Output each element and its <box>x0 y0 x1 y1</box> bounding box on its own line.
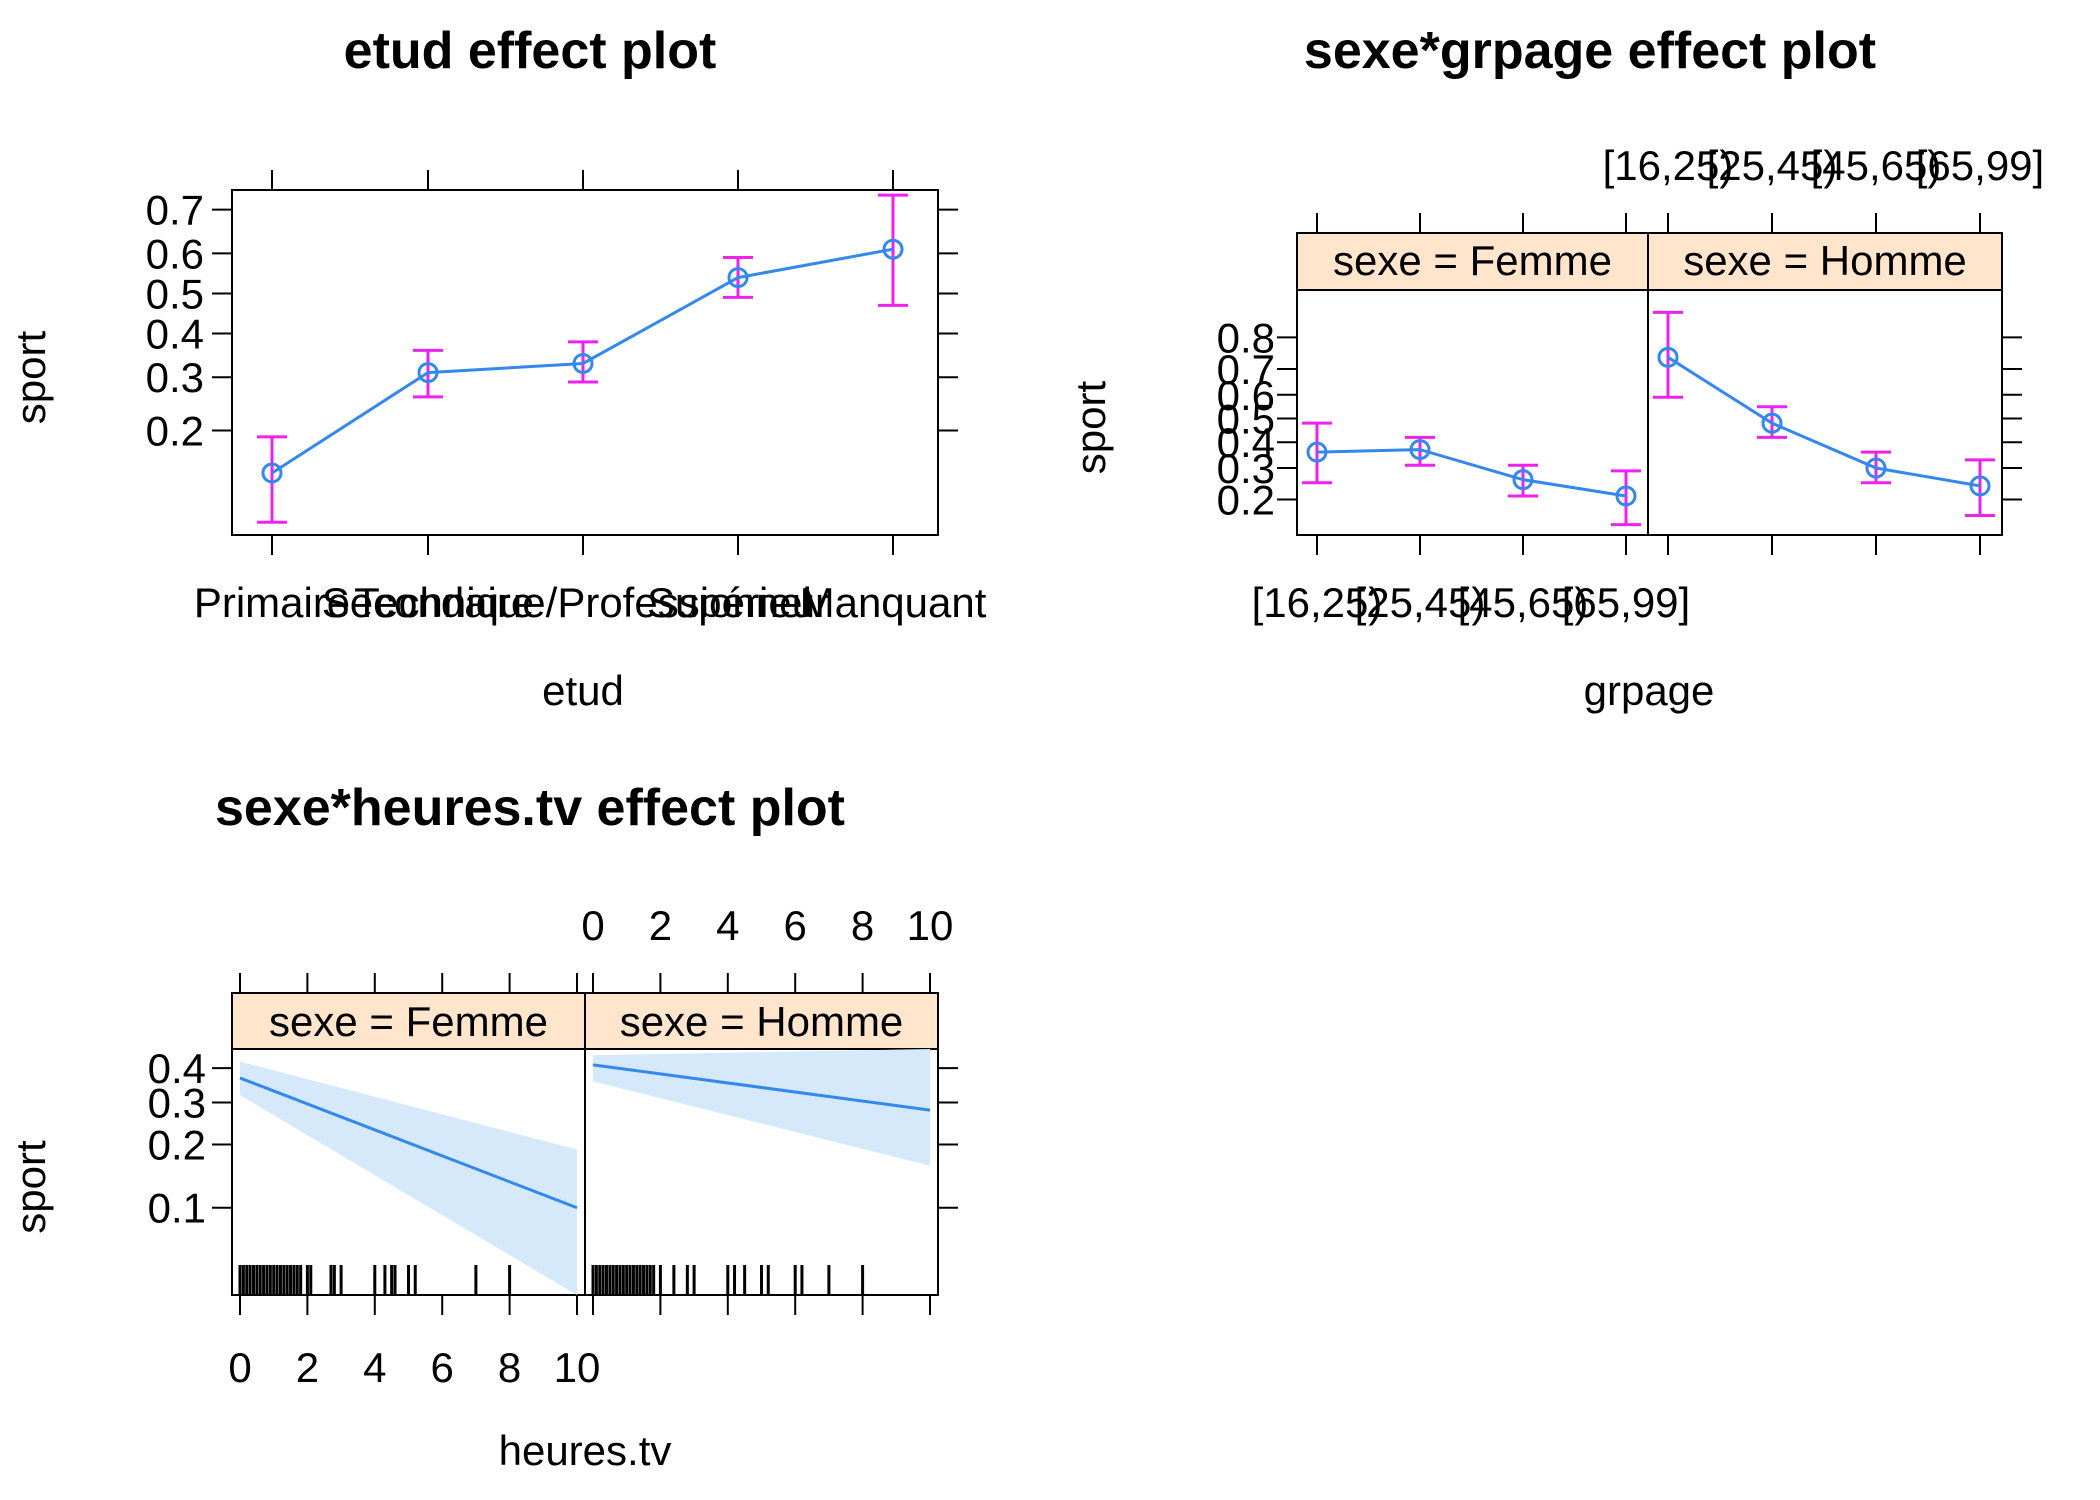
x-tick-label: Technique/Professionnel <box>354 579 812 626</box>
x-tick-label: Secondaire <box>322 579 534 626</box>
fit-line <box>592 1063 931 1112</box>
y-tick-label: 0.6 <box>1217 372 1275 419</box>
x-tick-label-bottom: [45,65) <box>1458 579 1589 626</box>
data-point <box>1409 439 1431 461</box>
y-tick-label: 0.4 <box>148 1045 206 1092</box>
data-point <box>882 238 904 260</box>
strip-label: sexe = Homme <box>620 998 904 1045</box>
x-tick-label-top: 6 <box>784 902 807 949</box>
strip <box>1647 232 2003 291</box>
x-tick-label-bottom: [16,25) <box>1252 579 1383 626</box>
y-tick-label: 0.6 <box>146 230 204 277</box>
x-tick-label: Supérieur <box>647 579 829 626</box>
strip-label: sexe = Femme <box>269 998 548 1045</box>
y-tick-label: 0.4 <box>146 311 204 358</box>
x-tick-label-bottom: [65,99] <box>1562 579 1690 626</box>
data-point <box>1615 485 1637 507</box>
x-tick-label-top: 0 <box>581 902 604 949</box>
x-tick-label-bottom: [25,45) <box>1355 579 1486 626</box>
y-tick-label: 0.7 <box>1217 346 1275 393</box>
fit-line <box>239 1076 578 1210</box>
chart-title: etud effect plot <box>344 22 717 80</box>
y-tick-label: 0.3 <box>1217 445 1275 492</box>
strip <box>584 992 939 1050</box>
y-tick-label: 0.5 <box>1217 395 1275 442</box>
strip-label: sexe = Homme <box>1683 237 1967 284</box>
data-point <box>1657 346 1679 368</box>
y-tick-label: 0.2 <box>146 408 204 455</box>
y-tick-label: 0.2 <box>1217 477 1275 524</box>
data-point <box>572 352 594 374</box>
chart-title: sexe*heures.tv effect plot <box>215 779 845 837</box>
y-tick-label: 0.5 <box>146 270 204 317</box>
x-tick-label-bottom: 2 <box>296 1344 319 1391</box>
panel-frame <box>1647 289 2003 536</box>
strip <box>1296 232 1649 291</box>
x-axis-label: heures.tv <box>499 1427 672 1474</box>
confidence-band <box>593 1049 930 1166</box>
x-tick-label-top: 10 <box>907 902 954 949</box>
y-tick-label: 0.3 <box>148 1080 206 1127</box>
y-tick-label: 0.7 <box>146 187 204 234</box>
y-tick-label: 0.3 <box>146 354 204 401</box>
confidence-band <box>240 1061 577 1295</box>
y-axis-label: sport <box>1067 380 1114 474</box>
panel-frame <box>1296 289 1649 536</box>
data-point <box>1306 441 1328 463</box>
y-tick-label: 0.8 <box>1217 314 1275 361</box>
data-point <box>1512 469 1534 491</box>
x-tick-label-bottom: 4 <box>363 1344 386 1391</box>
x-tick-label-top: 4 <box>716 902 739 949</box>
y-axis-label: sport <box>7 330 54 424</box>
x-axis-label: grpage <box>1584 667 1715 714</box>
series-line <box>1316 448 1627 498</box>
y-tick-label: 0.4 <box>1217 419 1275 466</box>
x-tick-label-top: [45,65) <box>1811 142 1942 189</box>
data-point <box>1969 475 1991 497</box>
x-tick-label-top: 2 <box>649 902 672 949</box>
x-tick-label-top: [65,99] <box>1916 142 2044 189</box>
strip-label: sexe = Femme <box>1333 237 1612 284</box>
x-tick-label-bottom: 0 <box>228 1344 251 1391</box>
x-tick-label-bottom: 8 <box>498 1344 521 1391</box>
y-axis-label: sport <box>7 1140 54 1234</box>
series-line <box>271 247 894 475</box>
data-point <box>1761 412 1783 434</box>
data-point <box>1865 457 1887 479</box>
plot-frame <box>231 189 939 536</box>
x-tick-label-top: [16,25) <box>1603 142 1734 189</box>
x-tick-label: Manquant <box>800 579 987 626</box>
x-axis-label: etud <box>542 667 624 714</box>
y-tick-label: 0.1 <box>148 1185 206 1232</box>
data-point <box>727 267 749 289</box>
chart-title: sexe*grpage effect plot <box>1304 22 1876 80</box>
y-tick-label: 0.2 <box>148 1122 206 1169</box>
data-point <box>261 462 283 484</box>
series-line <box>1667 356 1981 488</box>
data-point <box>417 362 439 384</box>
x-tick-label-top: 8 <box>851 902 874 949</box>
x-tick-label: Primaire <box>194 579 350 626</box>
x-tick-label-bottom: 10 <box>554 1344 601 1391</box>
x-tick-label-bottom: 6 <box>431 1344 454 1391</box>
x-tick-label-top: [25,45) <box>1707 142 1838 189</box>
